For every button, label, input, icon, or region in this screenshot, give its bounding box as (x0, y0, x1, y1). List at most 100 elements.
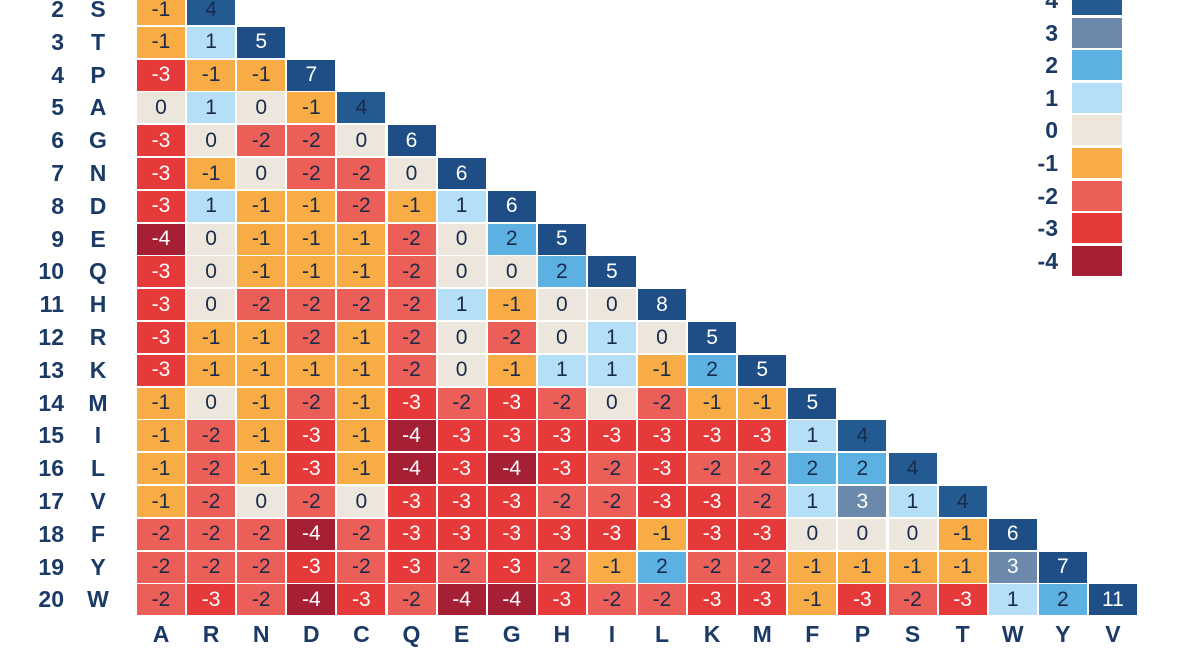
heatmap-cell: 0 (587, 289, 636, 321)
heatmap-cell: -3 (587, 420, 636, 452)
row-number: 3 (51, 28, 64, 55)
heatmap-cell: -3 (137, 289, 185, 321)
heatmap-cell: 0 (137, 92, 185, 124)
column-label: M (752, 621, 772, 647)
heatmap-cell: -2 (888, 584, 937, 616)
heatmap-cell: -3 (287, 420, 336, 452)
heatmap-cell: 0 (537, 322, 586, 353)
heatmap-cell: 1 (437, 289, 486, 321)
legend-swatch (1072, 50, 1122, 81)
heatmap-cell: 0 (437, 256, 486, 288)
heatmap-cell: 5 (537, 223, 586, 255)
legend-label: 3 (1045, 19, 1058, 46)
heatmap-cell: -1 (237, 322, 286, 353)
heatmap-cell: 2 (1038, 584, 1087, 616)
heatmap-cell: -1 (237, 420, 286, 452)
column-label: N (252, 621, 270, 647)
row-label: K (89, 356, 107, 383)
heatmap-cell: -2 (537, 486, 586, 517)
heatmap-cell: 4 (187, 0, 236, 25)
heatmap-cell: -1 (137, 26, 185, 58)
heatmap-cell: -1 (738, 387, 787, 419)
heatmap-cell: -3 (137, 125, 185, 157)
heatmap-cell: -1 (337, 453, 386, 485)
legend-swatch (1072, 245, 1122, 276)
column-label: H (553, 621, 571, 647)
heatmap-cell: -2 (287, 486, 336, 517)
heatmap-cell: 0 (788, 518, 837, 550)
heatmap-cell: -4 (487, 584, 536, 616)
legend-swatch (1072, 213, 1122, 244)
heatmap-cell: -2 (738, 486, 787, 517)
heatmap-cell: 4 (938, 486, 987, 517)
heatmap-cell: -2 (187, 453, 236, 485)
heatmap-cell: 7 (287, 59, 336, 91)
heatmap-cell: -4 (287, 584, 336, 616)
heatmap-cell: 6 (387, 125, 436, 157)
heatmap-cell: -1 (287, 190, 336, 222)
row-label: F (90, 520, 106, 547)
legend-label: -3 (1037, 215, 1058, 242)
heatmap-cell: -1 (137, 420, 185, 452)
heatmap-cell: -2 (688, 453, 737, 485)
heatmap-cell: -3 (738, 584, 787, 616)
legend-swatch (1072, 148, 1122, 178)
row-number: 4 (51, 61, 64, 88)
heatmap-cell: 4 (838, 420, 887, 452)
row-label: D (89, 192, 107, 219)
heatmap-cell: -2 (137, 551, 185, 583)
heatmap-cell: -3 (337, 584, 386, 616)
legend-label: 4 (1045, 0, 1058, 13)
row-number: 16 (38, 455, 64, 482)
heatmap-cell: -1 (187, 158, 236, 189)
heatmap-cell: -2 (587, 453, 636, 485)
heatmap-cell: 0 (187, 223, 236, 255)
heatmap-cell: -3 (537, 453, 586, 485)
column-label: G (502, 621, 521, 647)
legend-label: 1 (1045, 84, 1058, 111)
heatmap-cell: 0 (888, 518, 937, 550)
heatmap-cell: -2 (587, 486, 636, 517)
column-label: D (302, 621, 320, 647)
heatmap-cell: -3 (487, 486, 536, 517)
heatmap-cell: -3 (487, 420, 536, 452)
row-label: T (90, 28, 106, 55)
row-number: 7 (51, 160, 64, 186)
heatmap-cell: -3 (137, 190, 185, 222)
heatmap-cell: 1 (537, 354, 586, 386)
row-label: I (94, 422, 102, 449)
heatmap-cell: -2 (738, 551, 787, 583)
heatmap-cell: 2 (487, 223, 536, 255)
heatmap-cell: -2 (437, 387, 486, 419)
heatmap-cell: -1 (137, 486, 185, 517)
row-label: Q (89, 258, 107, 285)
heatmap-cell: -1 (337, 387, 386, 419)
heatmap-cell: 0 (187, 289, 236, 321)
heatmap-cell: -3 (137, 354, 185, 386)
heatmap-cell: -3 (688, 420, 737, 452)
heatmap-cell: -2 (437, 551, 486, 583)
heatmap-cell: -1 (337, 223, 386, 255)
row-label: H (89, 291, 107, 318)
heatmap-cell: -1 (387, 190, 436, 222)
heatmap-cell: 6 (988, 518, 1037, 550)
heatmap-cell: 1 (587, 354, 636, 386)
heatmap-cell: 1 (437, 190, 486, 222)
column-label: T (955, 621, 970, 647)
heatmap-cell: -1 (237, 190, 286, 222)
heatmap-cell: -1 (487, 289, 536, 321)
heatmap-cell: 0 (587, 387, 636, 419)
column-label: W (1001, 621, 1024, 647)
heatmap-cell: 0 (337, 486, 386, 517)
heatmap-cell: -3 (587, 518, 636, 550)
row-number: 13 (38, 356, 64, 383)
heatmap-cell: 5 (788, 387, 837, 419)
heatmap-cell: 2 (638, 551, 686, 583)
heatmap-cell: 1 (888, 486, 937, 517)
row-label: S (90, 0, 106, 22)
legend-label: -4 (1037, 247, 1058, 274)
row-label: L (90, 455, 106, 482)
heatmap-cell: -2 (537, 387, 586, 419)
heatmap-cell: -3 (137, 59, 185, 91)
heatmap-cell: -3 (638, 486, 686, 517)
